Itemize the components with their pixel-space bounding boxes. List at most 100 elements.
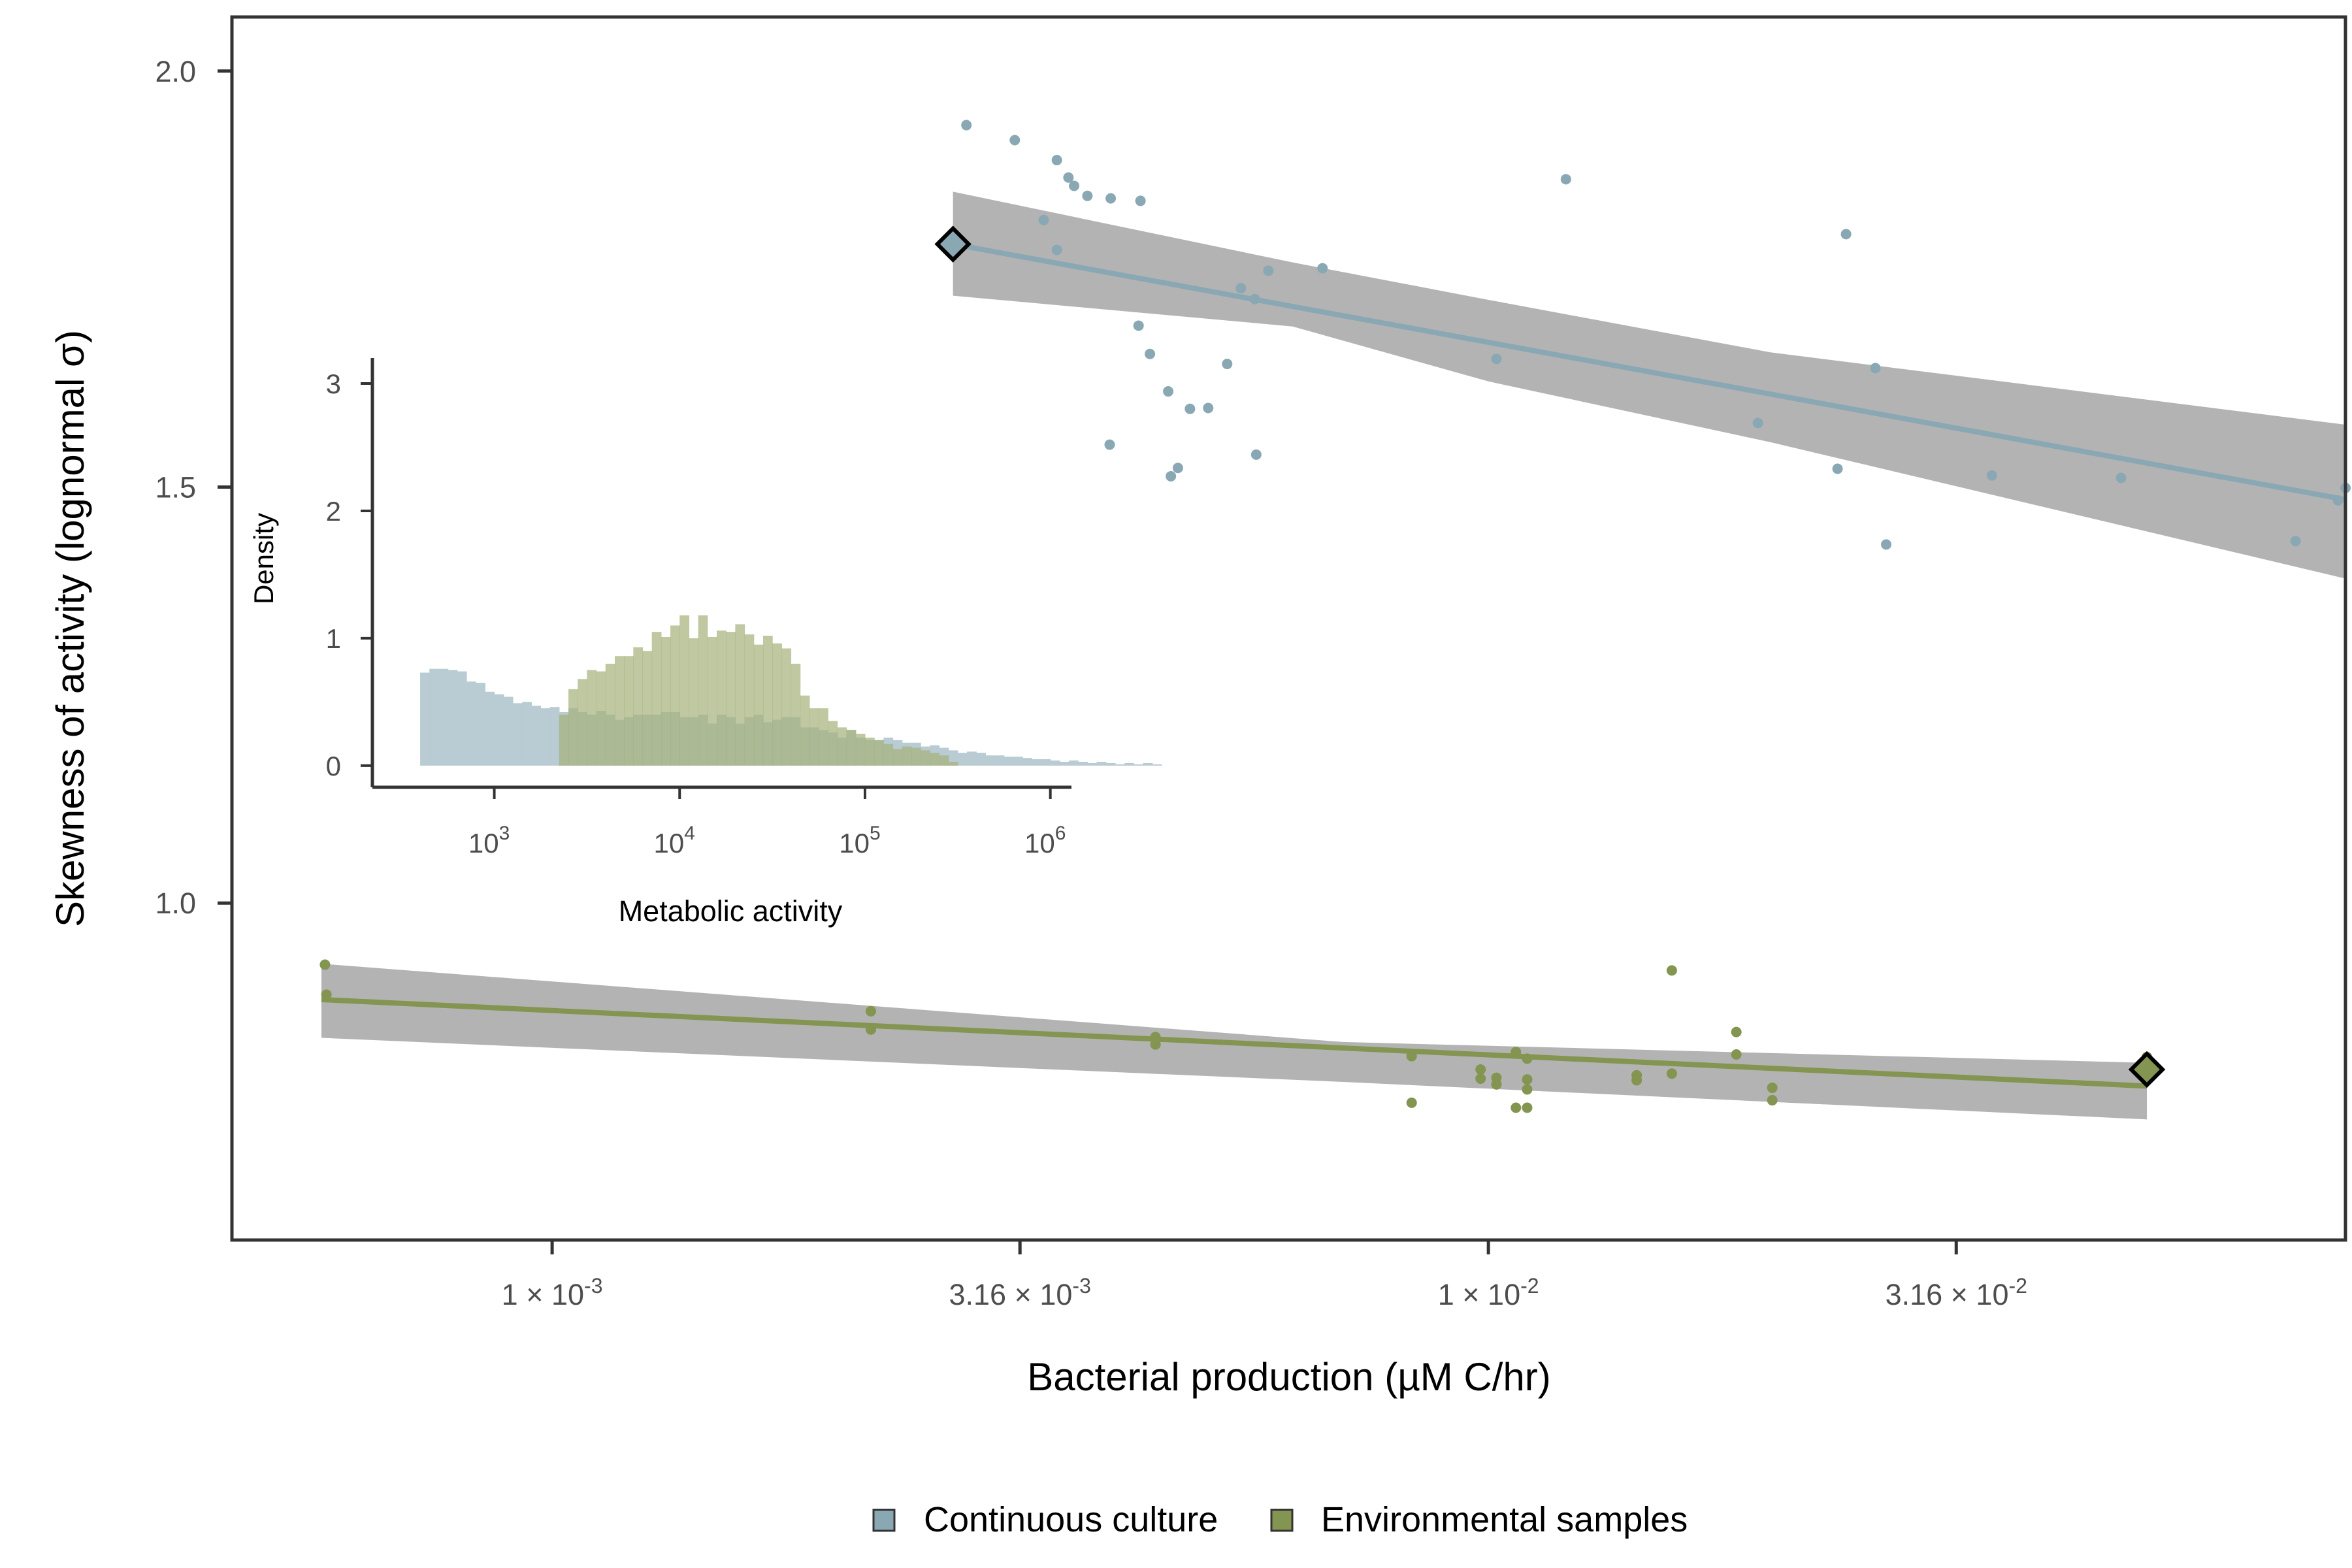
inset-y-tick-label-1: 1: [326, 623, 341, 654]
histogram-bar-environmental-samples-14: [689, 638, 699, 766]
histogram-bar-continuous-culture-12: [531, 706, 542, 766]
data-point-environmental-samples-11: [1491, 1079, 1502, 1090]
data-point-continuous-culture-31: [1986, 470, 1997, 481]
legend-label-continuous: Continuous culture: [924, 1500, 1218, 1539]
histogram-bar-environmental-samples-26: [800, 695, 810, 766]
histogram-bar-continuous-culture-6: [476, 683, 485, 766]
data-point-continuous-culture-15: [1145, 348, 1156, 359]
histogram-bar-continuous-culture-62: [994, 755, 1005, 766]
x-tick-label-3: 3.16 × 10-2: [1886, 1274, 2027, 1311]
highlight-marker-environmental-samples: [2128, 1051, 2166, 1088]
data-point-environmental-samples-23: [1731, 1049, 1742, 1060]
histogram-bar-environmental-samples-1: [568, 689, 578, 766]
data-point-continuous-culture-4: [1069, 180, 1080, 191]
histogram-bar-continuous-culture-4: [457, 671, 467, 766]
data-point-environmental-samples-22: [1731, 1026, 1742, 1037]
x-axis-ticks: 1 × 10-3 3.16 × 10-3 1 × 10-2 3.16 × 10-2: [502, 1240, 2027, 1311]
data-point-continuous-culture-27: [1752, 417, 1763, 429]
fit-lines: [321, 241, 2346, 1089]
histogram-bar-environmental-samples-38: [911, 747, 921, 766]
histogram-bar-environmental-samples-13: [679, 615, 690, 766]
histogram-bar-environmental-samples-31: [846, 730, 857, 766]
histogram-bar-continuous-culture-60: [976, 753, 986, 766]
histogram-bar-continuous-culture-58: [957, 753, 968, 766]
histogram-bar-continuous-culture-76: [1124, 762, 1134, 766]
inset-x-axis-label: Metabolic activity: [619, 894, 843, 928]
data-point-continuous-culture-1: [1009, 135, 1021, 146]
data-point-continuous-culture-26: [1840, 229, 1852, 240]
histogram-bar-environmental-samples-36: [892, 749, 903, 766]
data-point-continuous-culture-22: [1172, 463, 1183, 474]
histogram-bars: [420, 615, 1162, 766]
histogram-bar-continuous-culture-68: [1050, 760, 1060, 766]
histogram-bar-continuous-culture-65: [1022, 758, 1032, 766]
histogram-bar-environmental-samples-10: [651, 632, 662, 766]
data-point-continuous-culture-20: [1104, 439, 1115, 450]
histogram-bar-environmental-samples-29: [828, 721, 838, 766]
main-plot-frame: [230, 15, 2347, 1242]
data-point-continuous-culture-19: [1184, 403, 1196, 414]
histogram-bar-continuous-culture-78: [1143, 762, 1153, 766]
histogram-bar-continuous-culture-72: [1087, 762, 1098, 766]
histogram-bar-continuous-culture-1: [429, 668, 440, 766]
data-point-environmental-samples-1: [321, 989, 332, 1000]
histogram-bar-environmental-samples-41: [939, 755, 949, 766]
histogram-bar-environmental-samples-27: [809, 708, 819, 766]
data-point-environmental-samples-24: [1767, 1082, 1778, 1093]
data-point-continuous-culture-29: [1870, 363, 1881, 374]
histogram-bar-continuous-culture-14: [549, 707, 560, 766]
data-point-continuous-culture-7: [1135, 195, 1146, 206]
data-point-environmental-samples-8: [1475, 1064, 1486, 1075]
data-point-environmental-samples-13: [1522, 1053, 1533, 1064]
inset-axes: 0 1 2 3 103 104 105 106: [326, 358, 1071, 858]
data-point-continuous-culture-6: [1105, 193, 1117, 204]
inset-y-tick-label-3: 3: [326, 368, 341, 399]
histogram-bar-environmental-samples-28: [819, 708, 828, 766]
inset-y-tick-label-2: 2: [326, 496, 341, 527]
y-tick-label-2: 2.0: [155, 55, 196, 88]
data-point-environmental-samples-14: [1522, 1074, 1533, 1085]
histogram-bar-continuous-culture-69: [1059, 762, 1070, 766]
histogram-bar-environmental-samples-11: [661, 636, 671, 766]
data-point-continuous-culture-5: [1082, 190, 1093, 201]
data-point-environmental-samples-0: [319, 959, 331, 970]
data-point-environmental-samples-16: [1511, 1102, 1522, 1113]
x-tick-label-1: 3.16 × 10-3: [949, 1274, 1090, 1311]
data-point-continuous-culture-10: [1263, 265, 1274, 276]
data-point-environmental-samples-5: [1150, 1039, 1161, 1050]
histogram-bar-environmental-samples-2: [578, 679, 588, 766]
histogram-bar-environmental-samples-40: [930, 753, 940, 766]
histogram-bar-continuous-culture-70: [1069, 760, 1079, 766]
histogram-bar-environmental-samples-35: [883, 743, 894, 766]
data-point-environmental-samples-6: [1406, 1051, 1417, 1062]
inset-histogram: 0 1 2 3 103 104 105 106 Metabolic activity Dens…: [248, 358, 1162, 928]
data-point-environmental-samples-2: [865, 1005, 876, 1017]
main-plot: 1 × 10-3 3.16 × 10-3 1 × 10-2 3.16 × 10-2 1…: [48, 15, 2351, 1399]
confidence-band-continuous-culture: [953, 191, 2346, 579]
highlight-markers: [934, 225, 2166, 1088]
histogram-bar-continuous-culture-77: [1134, 764, 1144, 766]
data-point-environmental-samples-3: [865, 1024, 876, 1035]
legend-label-environmental: Environmental samples: [1321, 1500, 1688, 1539]
histogram-bar-environmental-samples-37: [902, 746, 912, 766]
legend: Continuous culture Environmental samples: [872, 1500, 1688, 1539]
data-point-continuous-culture-8: [1038, 214, 1049, 225]
y-axis-ticks: 1.0 1.5 2.0: [155, 55, 232, 920]
inset-y-tick-label-0: 0: [326, 751, 341, 781]
data-point-continuous-culture-34: [2332, 495, 2344, 506]
histogram-bar-environmental-samples-33: [864, 737, 875, 766]
data-point-environmental-samples-17: [1522, 1102, 1533, 1113]
histogram-bar-continuous-culture-66: [1032, 759, 1042, 766]
histogram-bar-environmental-samples-20: [744, 634, 755, 766]
histogram-bar-continuous-culture-73: [1096, 762, 1107, 766]
data-points: [319, 120, 2351, 1113]
legend-swatch-environmental: [1270, 1509, 1294, 1532]
histogram-bar-continuous-culture-79: [1152, 764, 1162, 766]
data-point-continuous-culture-14: [1133, 320, 1144, 331]
histogram-bar-environmental-samples-39: [921, 750, 930, 766]
data-point-continuous-culture-24: [1560, 174, 1571, 185]
histogram-bar-environmental-samples-25: [791, 663, 801, 766]
data-point-continuous-culture-16: [1222, 359, 1233, 370]
histogram-bar-environmental-samples-23: [772, 643, 782, 766]
histogram-bar-environmental-samples-17: [717, 630, 727, 766]
